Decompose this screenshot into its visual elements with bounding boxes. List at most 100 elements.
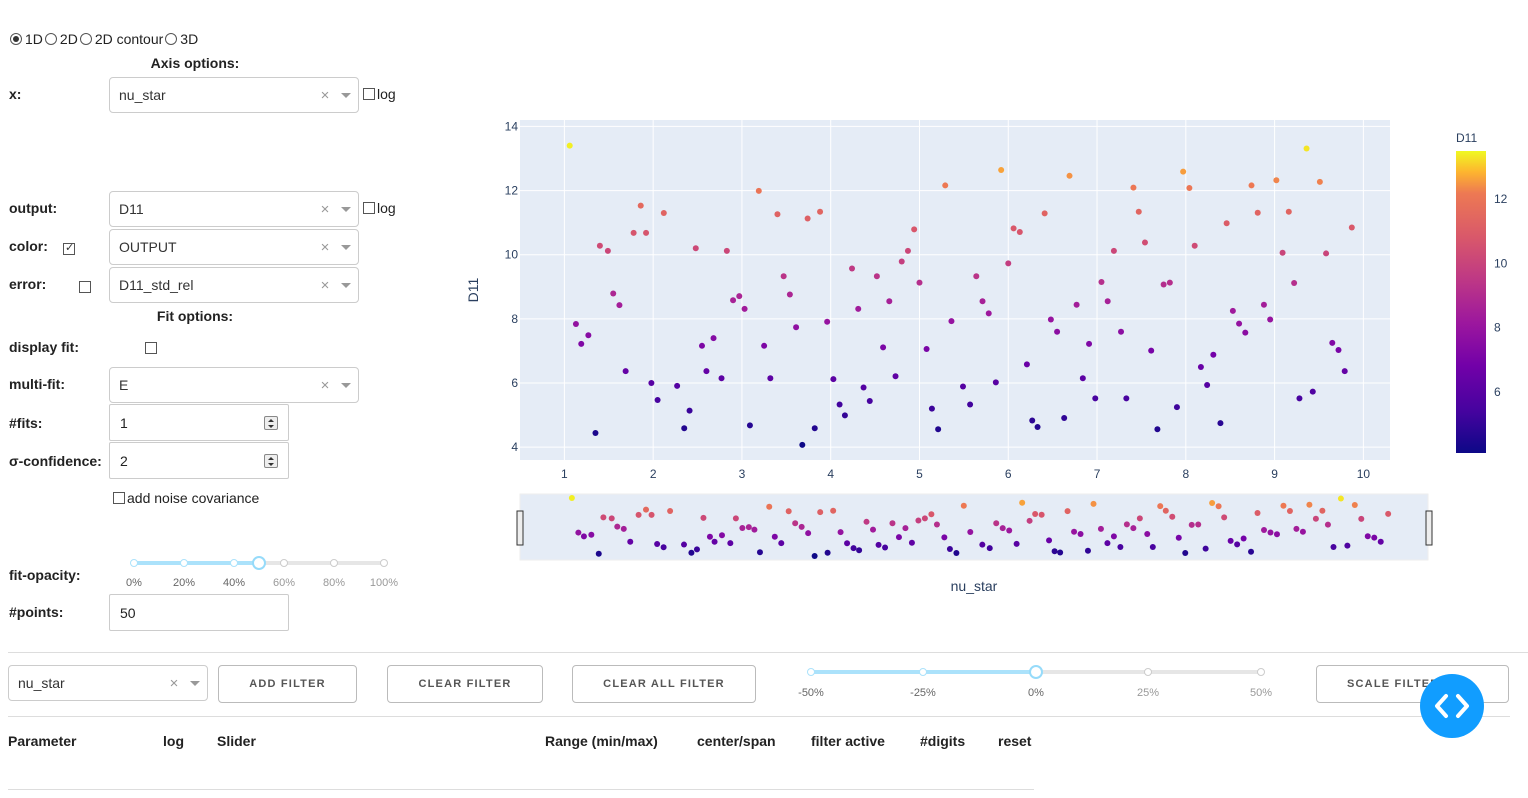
mini-data-point (718, 532, 725, 539)
mini-data-point (608, 515, 615, 522)
slider-handle[interactable] (1029, 665, 1043, 679)
x-log-checkbox[interactable]: log (363, 86, 396, 102)
mini-data-point (688, 549, 695, 556)
data-point (1041, 210, 1048, 217)
mini-data-point (1110, 533, 1117, 540)
display-fit-checkbox[interactable] (144, 342, 157, 355)
error-dropdown[interactable]: D11_std_rel × (109, 267, 359, 303)
output-dropdown[interactable]: D11 × (109, 191, 359, 227)
chevron-down-icon[interactable] (334, 93, 358, 98)
radio-3d[interactable]: 3D (165, 31, 198, 47)
mini-data-point (1169, 513, 1176, 520)
data-point (992, 379, 999, 386)
x-log-label: log (377, 86, 396, 102)
range-slider-right-handle[interactable] (1425, 510, 1433, 546)
fit-opacity-label: fit-opacity: (9, 567, 81, 583)
mini-data-point (817, 509, 824, 516)
slider-fill (134, 561, 259, 565)
color-checkbox[interactable] (63, 241, 75, 256)
n-fits-value: 1 (120, 414, 128, 431)
slider-step-dot (130, 559, 138, 567)
mini-data-point (844, 540, 851, 547)
data-point (1141, 239, 1148, 246)
colorbar (1456, 151, 1486, 453)
mini-data-point (1364, 533, 1371, 540)
mini-data-point (1306, 501, 1313, 508)
range-slider-left-handle[interactable] (516, 510, 524, 546)
clear-icon[interactable]: × (320, 200, 330, 218)
data-point (1335, 346, 1342, 353)
radio-dot-icon (79, 33, 92, 45)
mini-data-point (1077, 531, 1084, 538)
data-point (1217, 420, 1224, 427)
sigma-confidence-value: 2 (120, 452, 128, 469)
divider (8, 789, 1034, 790)
data-point (1034, 423, 1041, 430)
column-header-digits: #digits (920, 733, 966, 749)
mini-data-point (889, 520, 896, 527)
plot-area[interactable] (520, 120, 1390, 460)
filter-parameter-dropdown[interactable]: nu_star × (8, 665, 208, 701)
n-points-input[interactable]: 50 (109, 594, 289, 631)
n-fits-input[interactable]: 1 (109, 404, 289, 441)
data-point (1180, 168, 1187, 175)
code-toggle-button[interactable] (1420, 674, 1484, 738)
output-log-checkbox[interactable]: log (363, 200, 396, 216)
sigma-confidence-input[interactable]: 2 (109, 442, 289, 479)
mini-data-point (1286, 507, 1293, 514)
chevron-down-icon[interactable] (334, 245, 358, 250)
clear-icon[interactable]: × (169, 674, 179, 692)
mini-data-point (1221, 514, 1228, 521)
clear-icon[interactable]: × (320, 86, 330, 104)
radio-2d-contour[interactable]: 2D contour (79, 31, 163, 47)
mini-data-point (706, 533, 713, 540)
error-checkbox[interactable] (78, 281, 91, 294)
data-point (1073, 301, 1080, 308)
clear-all-filter-button[interactable]: CLEAR ALL FILTER (572, 665, 756, 703)
spinner-icon[interactable] (264, 415, 278, 430)
chevron-down-icon[interactable] (183, 681, 207, 686)
mini-data-point (1254, 510, 1261, 517)
data-point (817, 208, 824, 215)
data-point (1254, 209, 1261, 216)
output-label: output: (9, 200, 58, 216)
mini-data-point (771, 533, 778, 540)
mini-data-point (1019, 499, 1026, 506)
slider-handle[interactable] (252, 556, 266, 570)
radio-label: 2D (59, 31, 78, 47)
data-point (710, 335, 717, 342)
chevron-down-icon[interactable] (334, 283, 358, 288)
data-point (1023, 361, 1030, 368)
data-point (1323, 250, 1330, 257)
data-point (630, 229, 637, 236)
mini-data-point (1084, 547, 1091, 554)
clear-icon[interactable]: × (320, 376, 330, 394)
chevron-down-icon[interactable] (334, 207, 358, 212)
color-dropdown[interactable]: OUTPUT × (109, 229, 359, 265)
spinner-icon[interactable] (264, 453, 278, 468)
x-dropdown[interactable]: nu_star × (109, 77, 359, 113)
radio-2d[interactable]: 2D (44, 31, 78, 47)
data-point (904, 247, 911, 254)
clear-icon[interactable]: × (320, 276, 330, 294)
chevron-down-icon[interactable] (334, 383, 358, 388)
mini-data-point (660, 544, 667, 551)
clear-filter-button[interactable]: CLEAR FILTER (387, 665, 543, 703)
add-filter-button[interactable]: ADD FILTER (218, 665, 357, 703)
mini-data-point (1319, 507, 1326, 514)
radio-1d[interactable]: 1D (10, 31, 43, 47)
range-slider[interactable] (519, 493, 1429, 561)
data-point (836, 401, 843, 408)
noise-covariance-checkbox[interactable]: add noise covariance (113, 490, 259, 506)
multi-fit-dropdown[interactable]: E × (109, 367, 359, 403)
data-point (1309, 388, 1316, 395)
clear-icon[interactable]: × (320, 238, 330, 256)
x-tick-labels: 1 2 3 4 5 6 7 8 9 10 (561, 467, 1370, 481)
y-tick-label: 14 (505, 119, 519, 133)
column-header-reset: reset (998, 733, 1032, 749)
data-point (660, 210, 667, 217)
data-point (1092, 395, 1099, 402)
data-point (592, 430, 599, 437)
column-header-slider: Slider (217, 733, 256, 749)
